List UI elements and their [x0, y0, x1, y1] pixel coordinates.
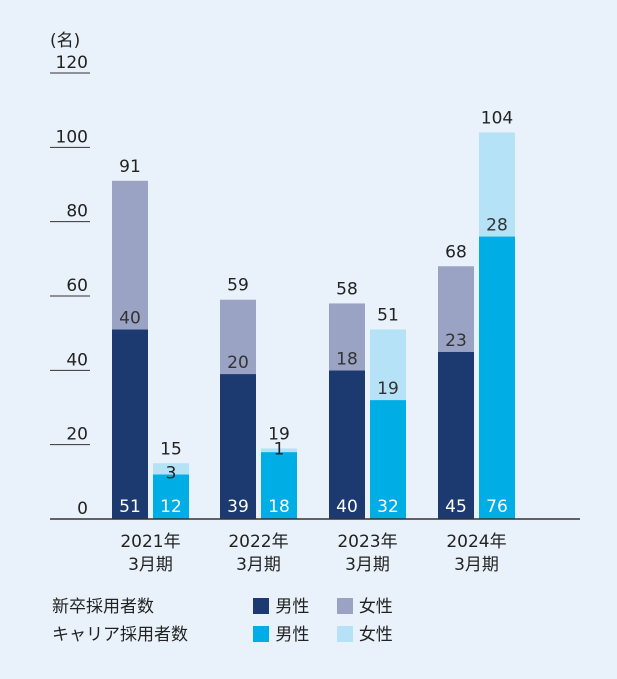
y-tick-label: 20 [66, 425, 88, 445]
bar-female [329, 303, 365, 371]
legend-item-career-male: 男性 [253, 620, 309, 645]
data-label-total: 59 [227, 276, 249, 296]
data-label-male: 32 [377, 497, 399, 517]
legend-title-new: 新卒採用者数 [52, 597, 154, 617]
data-label-total: 58 [336, 279, 358, 299]
bar-male [153, 474, 189, 519]
data-label-female: 28 [486, 216, 508, 236]
data-label-female: 19 [377, 379, 399, 399]
data-label-female: 18 [336, 349, 358, 369]
legend-item-new-male: 男性 [253, 592, 309, 617]
y-tick-label: 100 [56, 127, 88, 147]
legend-label-new-female: 女性 [358, 597, 393, 617]
legend-swatch-new-female [336, 598, 353, 614]
data-label-female: 23 [445, 331, 467, 351]
data-label-total: 51 [377, 305, 399, 325]
bar-male [479, 236, 515, 520]
data-label-male: 12 [160, 497, 182, 517]
stacked-bar-chart: (名) 0 20 40 60 80 100 120 51 40 91 39 20 59 40 18 58 45… [50, 31, 580, 575]
x-tick-label: 2022年 3月期 [228, 532, 288, 575]
y-tick-label: 0 [77, 499, 88, 519]
data-label-female: 20 [227, 353, 249, 373]
legend-label-career-female: 女性 [358, 625, 393, 645]
legend-title-career: キャリア採用者数 [52, 625, 188, 645]
unit-label: (名) [50, 31, 80, 51]
bar-female [261, 448, 297, 453]
bar-male [261, 452, 297, 519]
data-label-total: 15 [160, 439, 182, 459]
data-label-male: 40 [336, 497, 358, 517]
y-axis: 0 20 40 60 80 100 120 [50, 53, 90, 519]
y-tick-label: 40 [66, 350, 88, 370]
bar-female [112, 180, 148, 330]
data-label-total: 68 [445, 242, 467, 262]
data-label-female: 40 [119, 308, 141, 328]
data-label-female: 3 [166, 463, 177, 483]
bar-male [220, 374, 256, 519]
legend-swatch-career-male [253, 626, 270, 642]
data-label-male: 39 [227, 497, 249, 517]
data-label-total: 19 [268, 424, 290, 444]
data-label-male: 76 [486, 497, 508, 517]
x-tick-label: 2024年 3月期 [446, 532, 506, 575]
legend-label-career-male: 男性 [275, 625, 310, 645]
bar-female [153, 463, 189, 475]
data-label-male: 18 [268, 497, 290, 517]
legend-row-new: 新卒採用者数 男性 女性 [52, 592, 415, 617]
x-tick-label: 2021年 3月期 [120, 532, 180, 575]
legend-item-new-female: 女性 [336, 592, 393, 617]
bar-male [370, 400, 406, 519]
data-label-male: 45 [445, 497, 467, 517]
x-axis-labels: 2021年 3月期 2022年 3月期 2023年 3月期 2024年 3月期 [120, 532, 506, 575]
y-tick-label: 60 [66, 276, 88, 296]
legend-swatch-career-female [336, 626, 353, 642]
bar-female [370, 329, 406, 401]
bar-female [220, 299, 256, 375]
data-label-male: 51 [119, 497, 141, 517]
y-tick-label: 120 [56, 53, 88, 73]
legend-item-career-female: 女性 [336, 620, 393, 645]
y-tick-label: 80 [66, 202, 88, 222]
data-label-female: 1 [274, 439, 285, 459]
legend-swatch-new-male [253, 598, 270, 614]
bar-male [438, 351, 474, 519]
x-tick-label: 2023年 3月期 [337, 532, 397, 575]
bar-female [479, 132, 515, 237]
legend-label-new-male: 男性 [275, 597, 310, 617]
data-label-total: 91 [119, 157, 141, 177]
bar-male [112, 329, 148, 519]
data-label-total: 104 [481, 108, 513, 128]
bar-male [329, 370, 365, 519]
legend-row-career: キャリア採用者数 男性 女性 [52, 620, 415, 645]
bars-layer: 5140913920594018584523681231518119321951… [112, 108, 515, 520]
bar-female [438, 266, 474, 352]
